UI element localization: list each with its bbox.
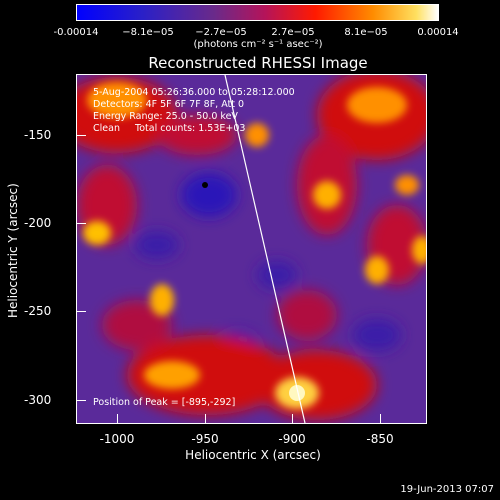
colorbar bbox=[76, 4, 439, 21]
y-axis-label: Heliocentric Y (arcsec) bbox=[6, 183, 20, 318]
x-tick-label: -900 bbox=[278, 432, 306, 446]
clean-counts: Clean Total counts: 1.53E+03 bbox=[93, 123, 246, 134]
colorbar-tick-label: -0.00014 bbox=[53, 27, 99, 38]
colorbar-tick-label: 0.00014 bbox=[417, 27, 459, 38]
y-tick-label: -250 bbox=[24, 304, 52, 318]
colorbar-tick-label: −2.7e−05 bbox=[195, 27, 247, 38]
energy-range: Energy Range: 25.0 - 50.0 keV bbox=[93, 111, 238, 122]
colorbar-tick-label: 8.1e−05 bbox=[344, 27, 388, 38]
x-tick-label: -850 bbox=[366, 432, 394, 446]
x-axis-label: Heliocentric X (arcsec) bbox=[185, 448, 321, 462]
colorbar-tick-label: 2.7e−05 bbox=[271, 27, 315, 38]
timestamp: 19-Jun-2013 07:07 bbox=[400, 484, 494, 495]
time-range: 5-Aug-2004 05:26:36.000 to 05:28:12.000 bbox=[93, 87, 295, 98]
x-tick-label: -950 bbox=[191, 432, 219, 446]
rhessi-heatmap bbox=[77, 75, 426, 423]
peak-position-label: Position of Peak = [-895,-292] bbox=[93, 397, 236, 408]
x-tick-label: -1000 bbox=[99, 432, 135, 446]
plot-title: Reconstructed RHESSI Image bbox=[148, 54, 368, 72]
colorbar-units: (photons cm⁻² s⁻¹ asec⁻²) bbox=[193, 39, 323, 50]
y-tick-label: -200 bbox=[24, 216, 52, 230]
y-tick-label: -150 bbox=[24, 128, 52, 142]
detectors-label: Detectors: 4F 5F 6F 7F 8F, Att 0 bbox=[93, 99, 245, 110]
colorbar-tick-label: −8.1e−05 bbox=[122, 27, 174, 38]
observation-info: 5-Aug-2004 05:26:36.000 to 05:28:12.000 … bbox=[93, 87, 295, 135]
image-frame bbox=[76, 74, 427, 424]
y-tick-label: -300 bbox=[24, 393, 52, 407]
